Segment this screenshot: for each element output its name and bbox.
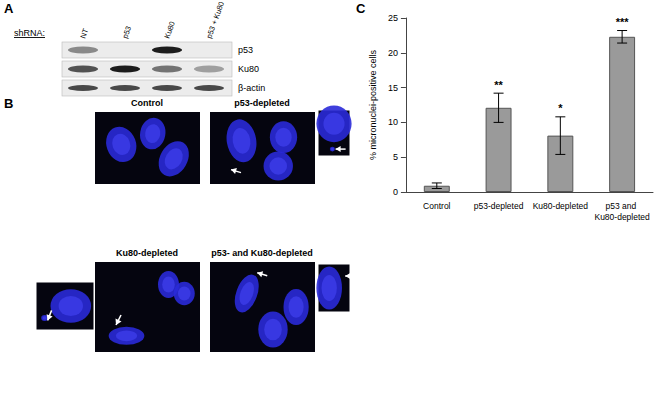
svg-text:Ku80-depleted: Ku80-depleted [116, 248, 178, 258]
svg-text:p53 + Ku80: p53 + Ku80 [204, 0, 226, 39]
svg-text:***: *** [616, 16, 630, 28]
svg-text:p53: p53 [238, 45, 253, 55]
svg-text:0: 0 [393, 187, 398, 197]
svg-text:% micronuclei-positive cells: % micronuclei-positive cells [368, 49, 378, 160]
svg-text:20: 20 [388, 48, 398, 58]
svg-text:shRNA:: shRNA: [14, 28, 45, 38]
svg-text:**: ** [494, 79, 503, 91]
svg-text:p53-depleted: p53-depleted [234, 98, 290, 108]
svg-text:B: B [4, 96, 13, 111]
svg-text:5: 5 [393, 152, 398, 162]
svg-text:p53: p53 [120, 25, 133, 40]
svg-text:10: 10 [388, 117, 398, 127]
svg-text:*: * [558, 102, 563, 114]
svg-text:Ku80: Ku80 [162, 20, 176, 40]
svg-text:β-actin: β-actin [238, 83, 265, 93]
svg-text:p53-depleted: p53-depleted [474, 201, 524, 211]
svg-text:p53- and Ku80-depleted: p53- and Ku80-depleted [211, 248, 313, 258]
svg-text:NT: NT [78, 27, 90, 40]
svg-text:Control: Control [423, 201, 451, 211]
svg-text:C: C [356, 1, 366, 16]
svg-text:p53 and: p53 and [606, 201, 639, 211]
svg-text:15: 15 [388, 83, 398, 93]
svg-text:Control: Control [131, 98, 163, 108]
svg-text:25: 25 [388, 13, 398, 23]
svg-text:Ku80: Ku80 [238, 64, 259, 74]
svg-text:Ku80-depleted: Ku80-depleted [533, 201, 589, 211]
svg-text:Ku80-depleted: Ku80-depleted [594, 212, 650, 222]
svg-text:A: A [4, 1, 14, 16]
